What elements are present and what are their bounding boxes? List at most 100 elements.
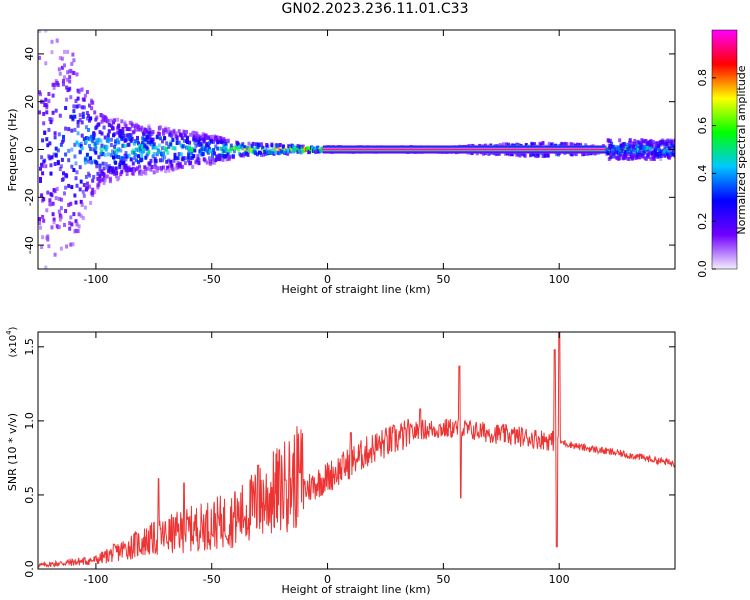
spectrogram-cell xyxy=(193,134,197,139)
spectrogram-cell xyxy=(95,164,99,169)
spectrogram-cell xyxy=(151,130,155,134)
spectrogram-cell xyxy=(68,75,72,80)
spectrogram-cell xyxy=(193,148,197,153)
spectrogram-cell xyxy=(58,113,62,118)
spectrogram-cell xyxy=(136,135,139,140)
spectrogram-cell xyxy=(68,226,72,231)
spectrogram-cell xyxy=(59,206,63,211)
spectrogram-cell xyxy=(84,139,88,144)
spectrogram-cell xyxy=(641,139,645,144)
spectrogram-cell xyxy=(155,168,159,173)
spectrogram-cell xyxy=(139,149,143,154)
spectrogram-cell xyxy=(144,155,148,160)
spectrogram-cell xyxy=(40,155,44,160)
spectrogram-cell xyxy=(206,150,210,155)
spectrogram-cell xyxy=(82,183,86,187)
spectrogram-cell xyxy=(565,142,569,147)
spectrogram-cell xyxy=(56,83,60,87)
spectrogram-cell xyxy=(165,159,169,164)
spectrogram-cell xyxy=(60,56,64,61)
spectrogram-cell xyxy=(583,152,587,156)
spectrogram-cell xyxy=(183,161,187,166)
spectrogram-cell xyxy=(115,152,119,157)
snr-axes: -100 -50 0 50 100 0.0 0.5 1.0 1.5 xyxy=(23,332,675,586)
spectrogram-cell xyxy=(84,174,88,179)
spectrogram-cell xyxy=(77,142,81,147)
spectrogram-cell xyxy=(227,156,231,161)
spectrogram-cell xyxy=(259,150,262,155)
spectrogram-cell xyxy=(177,140,181,145)
snr-series-line xyxy=(38,332,675,568)
spectrogram-cell xyxy=(91,139,95,144)
spectrogram-x-tick-label: -100 xyxy=(83,273,108,286)
spectrogram-cell xyxy=(163,155,167,160)
spectrogram-cell xyxy=(264,145,268,150)
spectrogram-cell xyxy=(174,166,178,171)
spectrogram-cell xyxy=(657,148,661,153)
spectrogram-cell xyxy=(261,145,265,150)
spectrogram-cell xyxy=(315,149,319,154)
spectrogram-cell xyxy=(187,158,191,163)
spectrogram-cell xyxy=(57,67,61,72)
spectrogram-cell xyxy=(53,131,57,136)
spectrogram-cell xyxy=(189,132,193,137)
spectrogram-cell xyxy=(207,146,211,151)
spectrogram-cell xyxy=(65,244,69,249)
spectrogram-cell xyxy=(96,140,100,145)
spectrogram-cell xyxy=(647,140,651,145)
spectrogram-cell xyxy=(76,131,80,136)
spectrogram-cell xyxy=(169,142,173,147)
spectrogram-cell xyxy=(240,153,244,158)
spectrogram-cell xyxy=(52,217,56,222)
spectrogram-cell xyxy=(93,189,97,194)
spectrogram-cell xyxy=(632,150,636,155)
spectrogram-cell xyxy=(56,148,60,153)
spectrogram-cell xyxy=(647,155,651,159)
spectrogram-cell xyxy=(619,152,623,157)
spectrogram-cell xyxy=(71,117,75,122)
spectrogram-cell xyxy=(42,197,46,202)
spectrogram-cell xyxy=(100,131,104,136)
spectrogram-cell xyxy=(44,97,48,102)
spectrogram-cell xyxy=(74,161,78,166)
spectrogram-cell xyxy=(97,137,101,142)
spectrogram-cell xyxy=(498,143,502,148)
spectrogram-cell xyxy=(75,140,79,145)
spectrogram-y-tick-label: 40 xyxy=(23,47,36,61)
spectrogram-cell xyxy=(45,137,49,142)
spectrogram-cell xyxy=(523,153,527,158)
spectrogram-cell xyxy=(190,151,194,156)
spectrogram-cell xyxy=(127,142,131,147)
spectrogram-cell xyxy=(191,164,195,169)
spectrogram-cell xyxy=(105,174,109,179)
spectrogram-cell xyxy=(147,150,151,155)
spectrogram-cell xyxy=(115,166,119,171)
spectrogram-cell xyxy=(161,158,164,163)
spectrogram-cell xyxy=(260,142,263,147)
spectrogram-cell xyxy=(79,199,83,204)
spectrogram-cell xyxy=(70,222,74,227)
spectrogram-cell xyxy=(74,200,78,205)
spectrogram-cell xyxy=(179,133,183,138)
spectrogram-cell xyxy=(208,149,212,153)
spectrogram-cell xyxy=(541,153,545,158)
spectrogram-cell xyxy=(144,167,148,172)
spectrogram-cell xyxy=(116,117,120,122)
spectrogram-cell xyxy=(38,221,41,226)
spectrogram-x-tick-label: 50 xyxy=(436,273,450,286)
spectrogram-cell xyxy=(252,147,256,152)
spectrogram-cell xyxy=(81,111,85,116)
spectrogram-cell xyxy=(673,144,675,149)
spectrogram-cell xyxy=(243,145,247,150)
spectrogram-cell xyxy=(119,148,123,153)
spectrogram-cell xyxy=(102,166,106,171)
spectrogram-cell xyxy=(72,109,76,114)
spectrogram-cell xyxy=(54,146,58,151)
spectrogram-cell xyxy=(71,52,75,57)
spectrogram-cell xyxy=(639,146,643,151)
spectrogram-cell xyxy=(625,142,629,147)
spectrogram-cell xyxy=(220,153,224,158)
spectrogram-cell xyxy=(651,140,655,145)
spectrogram-cell xyxy=(52,220,56,225)
spectrogram-cell xyxy=(72,71,76,75)
